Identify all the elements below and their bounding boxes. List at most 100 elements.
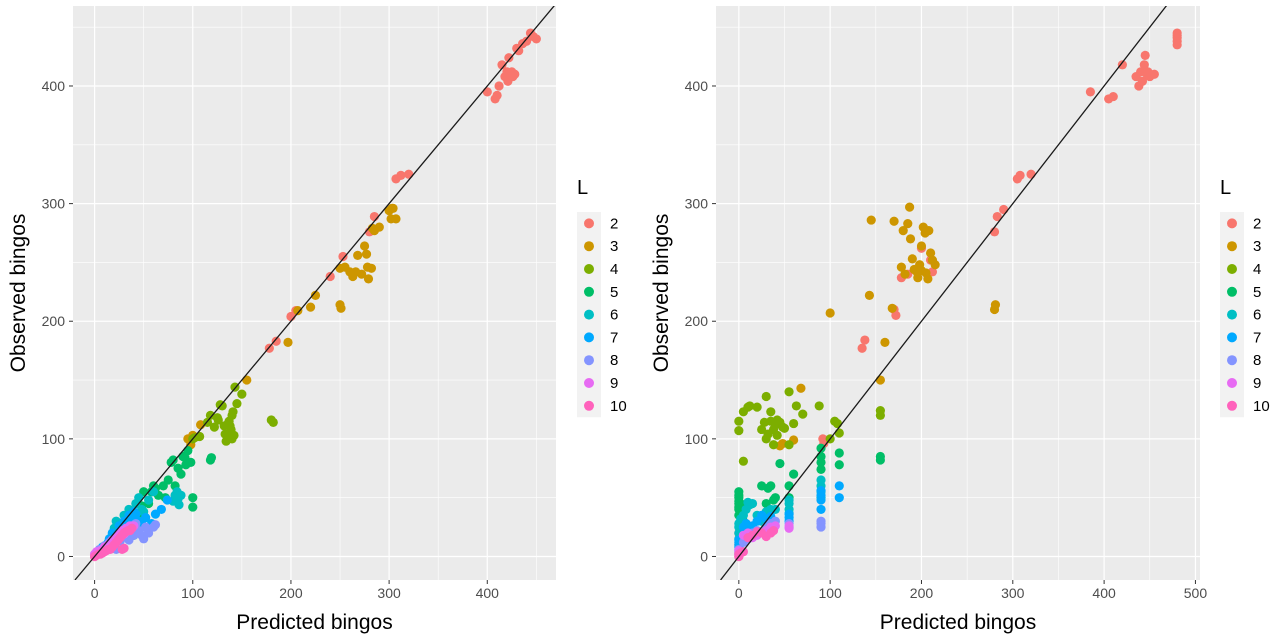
- data-point-L3: [887, 303, 897, 313]
- data-point-L10: [127, 523, 137, 533]
- x-tick-label: 0: [91, 585, 99, 601]
- data-point-L7: [156, 504, 166, 515]
- data-point-L4: [784, 387, 794, 397]
- legend-key-L6: [1227, 309, 1237, 320]
- legend-label-L10: 10: [1253, 398, 1270, 415]
- data-point-L4: [229, 430, 239, 440]
- data-point-L4: [195, 431, 205, 442]
- legend: L 2 3 4 5 6 7 8 9 10: [577, 177, 627, 418]
- data-point-L2: [497, 60, 507, 70]
- data-point-L2: [396, 170, 406, 180]
- y-tick-label: 200: [42, 313, 66, 329]
- legend-key-L3: [584, 241, 594, 252]
- y-tick-label: 400: [42, 78, 66, 94]
- data-point-L4: [757, 424, 767, 435]
- data-point-L5: [789, 469, 799, 479]
- data-point-L4: [766, 407, 776, 417]
- legend-label-L7: 7: [610, 329, 618, 346]
- data-point-L4: [213, 415, 223, 425]
- data-point-L5: [188, 493, 198, 503]
- legend-label-L8: 8: [610, 352, 618, 369]
- data-point-L7: [162, 495, 172, 505]
- legend-title: L: [1220, 177, 1231, 199]
- data-point-L4: [791, 401, 801, 411]
- x-tick-label: 500: [1184, 585, 1208, 601]
- legend-key-L8: [1227, 355, 1237, 366]
- data-point-L2: [1026, 169, 1036, 179]
- data-point-L2: [494, 81, 504, 91]
- legend-label-L5: 5: [610, 284, 618, 301]
- data-point-L2: [1015, 170, 1025, 180]
- data-point-L6: [174, 500, 184, 510]
- data-point-L5: [188, 502, 198, 512]
- data-point-L3: [905, 202, 915, 212]
- data-point-L4: [784, 440, 794, 450]
- legend-key-L9: [1227, 378, 1237, 388]
- data-point-L2: [521, 36, 532, 46]
- data-point-L5: [770, 493, 780, 503]
- legend-label-L5: 5: [1253, 284, 1261, 301]
- data-point-L6: [134, 493, 144, 503]
- data-point-L5: [875, 455, 885, 465]
- data-point-L2: [1140, 50, 1150, 61]
- data-point-L2: [338, 251, 348, 262]
- data-point-L3: [913, 273, 923, 283]
- data-point-L4: [798, 409, 808, 419]
- data-point-L3: [242, 375, 252, 385]
- x-tick-label: 300: [1001, 585, 1025, 601]
- legend-key-L8: [584, 355, 594, 366]
- data-point-L5: [168, 455, 178, 465]
- legend-label-L2: 2: [1253, 215, 1261, 232]
- data-point-L2: [992, 211, 1002, 222]
- data-point-L3: [374, 222, 384, 232]
- legend: L 2 3 4 5 6 7 8 9 10: [1220, 177, 1270, 418]
- data-point-L7: [141, 513, 151, 523]
- data-point-L7: [131, 509, 141, 519]
- data-point-L2: [514, 46, 524, 56]
- data-point-L3: [359, 241, 370, 251]
- data-point-L8: [150, 520, 161, 530]
- legend-key-L7: [1227, 332, 1237, 343]
- data-point-L7: [816, 504, 826, 515]
- data-point-L2: [1085, 87, 1096, 97]
- y-tick-label: 200: [685, 313, 709, 329]
- legend-key-L2: [1227, 218, 1237, 229]
- data-point-L3: [905, 234, 916, 244]
- data-point-L2: [999, 204, 1009, 215]
- data-point-L3: [923, 274, 933, 284]
- data-point-L2: [1117, 60, 1127, 70]
- y-axis-title: Observed bingos: [7, 214, 30, 373]
- data-point-L3: [903, 219, 913, 229]
- y-axis-title: Observed bingos: [650, 214, 673, 373]
- y-tick-label: 100: [685, 431, 709, 447]
- legend-key-L4: [1227, 264, 1237, 274]
- legend-key-L10: [1227, 400, 1237, 411]
- y-tick-label: 0: [57, 548, 65, 564]
- data-point-L3: [916, 241, 927, 251]
- legend-label-L6: 6: [1253, 307, 1261, 324]
- data-point-L6: [747, 498, 758, 509]
- data-point-L9: [784, 521, 794, 531]
- data-point-L3: [926, 248, 936, 258]
- legend-label-L9: 9: [610, 375, 618, 392]
- data-point-L2: [1108, 91, 1118, 102]
- data-point-L5: [163, 475, 173, 485]
- data-point-L4: [752, 402, 762, 412]
- data-point-L10: [768, 525, 779, 536]
- legend-title: L: [577, 177, 588, 199]
- data-point-L4: [734, 426, 744, 436]
- data-point-L5: [775, 458, 785, 469]
- legend-key-L6: [584, 309, 594, 320]
- legend-label-L6: 6: [610, 307, 618, 324]
- data-point-L3: [357, 269, 367, 279]
- data-point-L3: [930, 260, 940, 270]
- data-point-L4: [779, 423, 790, 433]
- data-point-L4: [789, 418, 799, 429]
- data-point-L3: [875, 375, 885, 385]
- identity-line: [74, 6, 555, 580]
- data-point-L3: [391, 214, 401, 224]
- x-tick-label: 300: [377, 585, 401, 601]
- data-point-L7: [816, 486, 826, 496]
- data-point-L2: [891, 310, 901, 320]
- data-point-L5: [816, 443, 826, 453]
